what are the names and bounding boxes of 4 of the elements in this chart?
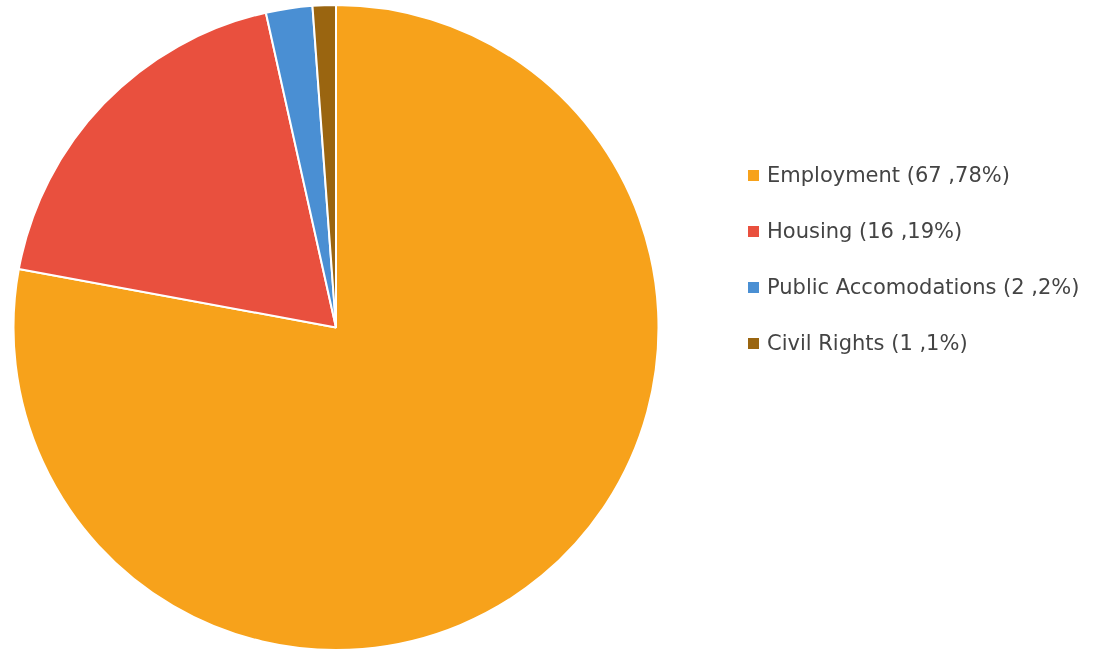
legend-label: Civil Rights (1 ,1%): [767, 330, 968, 357]
legend-label: Housing (16 ,19%): [767, 218, 963, 245]
legend-label: Employment (67 ,78%): [767, 162, 1010, 189]
legend-label: Public Accomodations (2 ,2%): [767, 274, 1080, 301]
